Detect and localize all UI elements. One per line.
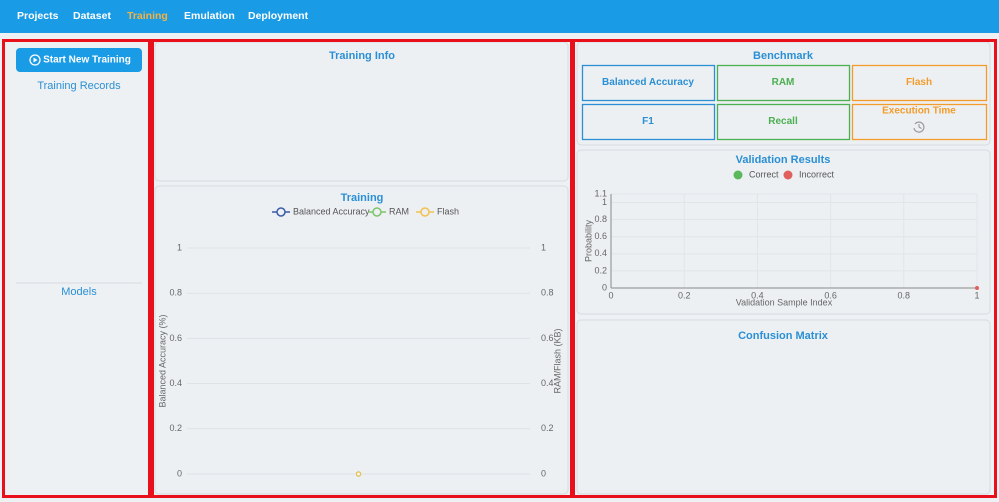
training-info-card <box>154 41 569 182</box>
nav-items: Projects Dataset Training Emulation Deployme… <box>17 10 309 22</box>
metric-label: Flash <box>906 77 932 88</box>
metric-box <box>716 103 851 141</box>
legend-marker <box>276 207 286 217</box>
legend-marker <box>372 207 382 217</box>
card-title: Training Info <box>329 50 395 62</box>
y-tick-label: 1 <box>177 242 182 252</box>
chart-title: Training <box>341 192 384 204</box>
metric-box <box>851 64 988 102</box>
metric-box <box>581 103 716 141</box>
y-tick-label: 0.8 <box>169 288 182 298</box>
history-icon <box>918 124 922 129</box>
y2-tick-label: 0.6 <box>541 333 554 343</box>
data-point <box>975 286 979 290</box>
y-tick-label: 0.4 <box>169 378 182 388</box>
y-tick-label: 0.4 <box>594 248 607 258</box>
y2-tick-label: 1 <box>541 242 546 252</box>
x-axis-label: Validation Sample Index <box>736 297 833 307</box>
validation-card <box>576 149 991 315</box>
y2-tick-label: 0.2 <box>541 423 554 433</box>
nav-bar <box>0 0 999 33</box>
card-title: Benchmark <box>753 50 814 62</box>
button-label[interactable]: Start New Training <box>43 55 131 66</box>
validation-chart: Validation Results Correct Incorrect 0 0.2 0.… <box>583 154 979 307</box>
legend-label: RAM <box>389 206 409 216</box>
y-axis-label: Probability <box>583 219 593 262</box>
highlight-frame <box>572 39 997 498</box>
highlight-frame <box>2 39 151 498</box>
records-title: Training Records <box>37 80 121 92</box>
y2-tick-label: 0 <box>541 468 546 478</box>
highlight-frame <box>151 39 573 498</box>
nav-item[interactable]: Dataset <box>73 10 111 22</box>
legend-label: Incorrect <box>799 169 835 179</box>
data-point <box>355 471 362 477</box>
y-tick-label: 0.2 <box>169 423 182 433</box>
y-tick-label: 1.1 <box>594 188 607 198</box>
y-tick-label: 0.6 <box>594 231 607 241</box>
x-tick-label: 1 <box>974 290 979 300</box>
training-chart: Training Balanced Accuracy RAM Flash 0 0.2 0.4… <box>157 192 562 478</box>
nav-item[interactable]: Emulation <box>184 10 235 22</box>
metric-label: F1 <box>642 116 654 127</box>
benchmark-grid: Balanced Accuracy RAM Flash F1 Recall Executi… <box>581 64 988 141</box>
models-title: Models <box>61 286 97 298</box>
history-icon <box>913 121 925 133</box>
y2-axis-label: RAM/Flash (KB) <box>552 328 562 393</box>
legend-marker <box>420 207 430 217</box>
chart-title: Validation Results <box>736 154 831 166</box>
x-tick-label: 0.6 <box>824 290 837 300</box>
x-tick-label: 0.4 <box>751 290 764 300</box>
x-tick-label: 0.2 <box>678 290 691 300</box>
y-tick-label: 0 <box>602 282 607 292</box>
y-tick-label: 0.6 <box>169 333 182 343</box>
y-axis-label: Balanced Accuracy (%) <box>157 314 167 407</box>
metric-label: RAM <box>772 77 795 88</box>
metric-box <box>581 64 716 102</box>
x-tick-label: 0.8 <box>898 290 911 300</box>
play-icon <box>33 57 38 63</box>
training-chart-card <box>154 185 569 495</box>
y-tick-label: 0 <box>177 468 182 478</box>
y2-tick-label: 0.8 <box>541 288 554 298</box>
play-icon <box>29 54 41 66</box>
nav-item[interactable]: Projects <box>17 10 59 22</box>
nav-item[interactable]: Training <box>127 10 168 22</box>
y2-tick-label: 0.4 <box>541 378 554 388</box>
legend-label: Flash <box>437 206 459 216</box>
y-tick-label: 1 <box>602 197 607 207</box>
start-training-button[interactable] <box>16 48 142 72</box>
legend-marker <box>783 170 793 180</box>
legend-label: Correct <box>749 169 779 179</box>
legend-marker <box>733 170 743 180</box>
y-tick-label: 0.2 <box>594 265 607 275</box>
nav-item[interactable]: Deployment <box>248 10 309 22</box>
metric-label: Recall <box>768 116 798 127</box>
x-tick-label: 0 <box>608 290 613 300</box>
card-title: Confusion Matrix <box>738 330 829 342</box>
confusion-card <box>576 319 991 495</box>
metric-label: Execution Time <box>882 106 956 117</box>
metric-box <box>716 64 851 102</box>
metric-label: Balanced Accuracy <box>602 77 694 88</box>
legend-label: Balanced Accuracy <box>293 206 370 216</box>
left-panel <box>5 42 148 495</box>
y-tick-label: 0.8 <box>594 214 607 224</box>
